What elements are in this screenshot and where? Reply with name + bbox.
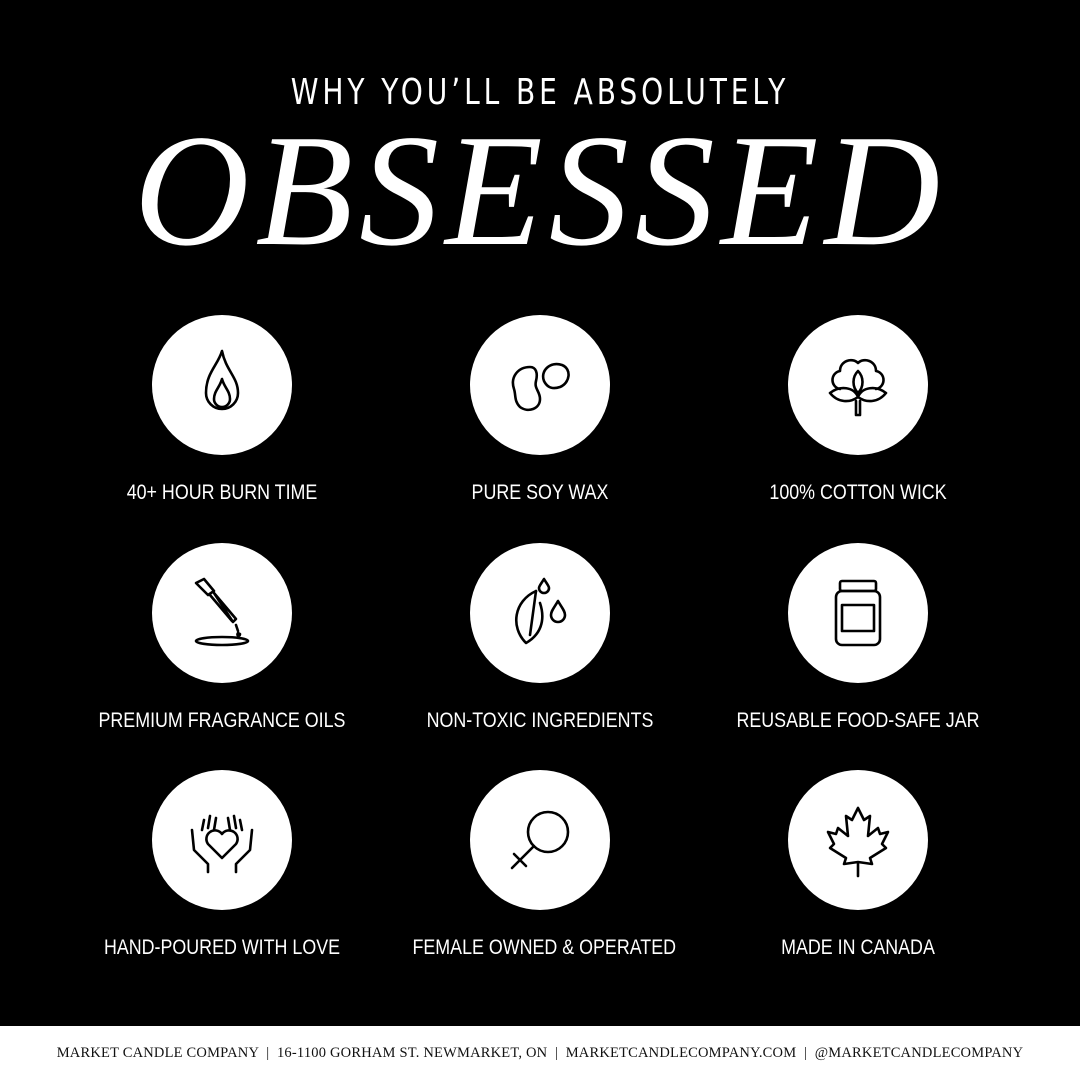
hands-heart-icon — [190, 814, 254, 874]
feature-label: PREMIUM FRAGRANCE OILS — [98, 709, 346, 732]
cotton-icon — [828, 358, 888, 417]
feature-label: PURE SOY WAX — [471, 481, 609, 504]
feature-label: 100% COTTON WICK — [769, 481, 947, 504]
footer-text: MARKET CANDLE COMPANY | 16-1100 GORHAM S… — [56, 1044, 1024, 1061]
feature-label: FEMALE OWNED & OPERATED — [412, 936, 677, 959]
feature-reusable-jar: REUSABLE FOOD-SAFE JAR — [708, 543, 1008, 733]
subtitle: WHY YOU’LL BE ABSOLUTELY — [290, 72, 790, 113]
dropper-icon — [194, 577, 250, 647]
feature-non-toxic: NON-TOXIC INGREDIENTS — [390, 543, 690, 733]
feature-label: NON-TOXIC INGREDIENTS — [426, 709, 654, 732]
feature-label: REUSABLE FOOD-SAFE JAR — [736, 709, 980, 732]
maple-leaf-icon — [826, 806, 890, 878]
feature-burn-time: 40+ HOUR BURN TIME — [72, 315, 372, 505]
feature-hand-poured: HAND-POURED WITH LOVE — [72, 770, 372, 960]
feature-label: MADE IN CANADA — [781, 936, 935, 959]
leaf-drops-icon — [515, 577, 567, 645]
footer: MARKET CANDLE COMPANY | 16-1100 GORHAM S… — [0, 1026, 1080, 1080]
page-title: OBSESSED — [133, 101, 947, 279]
soybean-icon — [511, 362, 570, 412]
feature-label: 40+ HOUR BURN TIME — [126, 481, 318, 504]
jar-icon — [834, 579, 882, 647]
feature-fragrance-oils: PREMIUM FRAGRANCE OILS — [72, 543, 372, 733]
feature-made-in-canada: MADE IN CANADA — [708, 770, 1008, 960]
feature-label: HAND-POURED WITH LOVE — [103, 936, 341, 959]
flame-icon — [204, 349, 240, 411]
female-symbol-icon — [510, 810, 570, 870]
feature-soy-wax: PURE SOY WAX — [390, 315, 690, 505]
feature-cotton-wick: 100% COTTON WICK — [708, 315, 1008, 505]
feature-female-owned: FEMALE OWNED & OPERATED — [390, 770, 690, 960]
